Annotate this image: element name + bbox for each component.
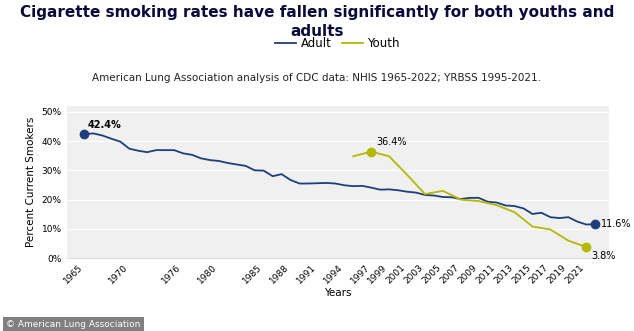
Youth <box>349 154 357 158</box>
Youth <box>403 173 411 177</box>
Youth <box>475 199 482 203</box>
Text: American Lung Association analysis of CDC data: NHIS 1965-2022; YRBSS 1995-2021.: American Lung Association analysis of CD… <box>93 73 541 83</box>
Adult <box>466 196 474 200</box>
Adult <box>583 222 590 226</box>
Line: Adult: Adult <box>84 133 595 224</box>
Text: Cigarette smoking rates have fallen significantly for both youths and
adults: Cigarette smoking rates have fallen sign… <box>20 5 614 39</box>
Adult <box>89 131 97 135</box>
Youth <box>367 150 375 154</box>
Line: Youth: Youth <box>353 152 586 247</box>
Adult <box>520 207 527 211</box>
Text: © American Lung Association: © American Lung Association <box>6 320 141 329</box>
Y-axis label: Percent Current Smokers: Percent Current Smokers <box>26 117 36 247</box>
Youth <box>385 154 393 158</box>
Text: 42.4%: 42.4% <box>87 120 121 130</box>
Youth <box>583 245 590 249</box>
Text: 11.6%: 11.6% <box>601 219 631 229</box>
X-axis label: Years: Years <box>324 288 351 299</box>
Youth <box>493 203 500 207</box>
Adult <box>206 158 214 162</box>
Text: 36.4%: 36.4% <box>377 137 407 147</box>
Text: 3.8%: 3.8% <box>592 251 616 261</box>
Youth <box>421 192 429 196</box>
Youth <box>547 227 554 231</box>
Adult <box>81 132 88 136</box>
Adult <box>430 194 437 198</box>
Youth <box>511 210 519 214</box>
Adult <box>564 215 572 219</box>
Youth <box>529 224 536 228</box>
Youth <box>457 198 465 202</box>
Adult <box>592 222 599 226</box>
Youth <box>439 189 447 193</box>
Legend: Adult, Youth: Adult, Youth <box>271 33 404 55</box>
Youth <box>564 239 572 243</box>
Adult <box>215 159 223 163</box>
